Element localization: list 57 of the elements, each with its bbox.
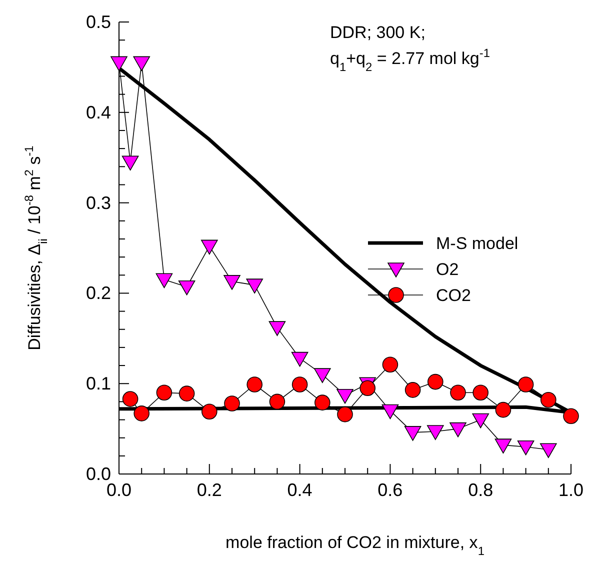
x-tick-label: 0.4 <box>287 480 312 500</box>
point <box>517 440 534 456</box>
point <box>404 382 421 398</box>
point <box>134 406 150 422</box>
x-tick-label: 0.2 <box>196 480 222 500</box>
x-tick-label: 0.8 <box>468 480 494 500</box>
point <box>291 352 308 367</box>
point <box>246 278 263 294</box>
point <box>450 422 466 438</box>
point <box>472 384 488 401</box>
point <box>336 388 354 404</box>
y-tick-label: 0.2 <box>86 283 111 304</box>
x-tick-label: 0.6 <box>378 480 403 500</box>
point <box>156 384 172 401</box>
point <box>495 402 512 418</box>
point <box>472 413 489 428</box>
point <box>314 368 331 383</box>
point <box>178 386 195 402</box>
point <box>246 376 262 392</box>
point <box>382 404 399 420</box>
y-tick-label: 0.5 <box>86 12 111 32</box>
point <box>540 443 557 458</box>
legend-label: O2 <box>436 260 459 279</box>
point <box>201 240 218 255</box>
point <box>540 392 556 408</box>
y-tick-label: 0.1 <box>86 374 111 394</box>
point <box>156 273 173 288</box>
point <box>224 275 240 290</box>
point <box>268 321 286 336</box>
annotation: DDR; 300 K; <box>330 23 426 42</box>
point <box>224 396 240 412</box>
point <box>202 404 218 420</box>
annotation: q$_{1}$+q$_{2}$ = 2.77 mol kg$^{-1}$ <box>330 46 490 74</box>
point <box>360 380 376 396</box>
y-tick-label: 0.3 <box>86 192 111 213</box>
point <box>292 376 308 392</box>
x-tick-label: 1.0 <box>558 480 584 500</box>
point <box>178 280 196 296</box>
point <box>428 374 444 390</box>
legend-label: M-S model <box>436 234 518 253</box>
point <box>314 394 330 410</box>
x-axis-title: mole fraction of CO2 in mixture, x$_{1}$ <box>226 533 485 558</box>
point <box>110 56 128 72</box>
point <box>450 384 466 401</box>
y-tick-label: 0.4 <box>86 102 111 122</box>
point <box>337 406 353 422</box>
point <box>494 438 512 454</box>
point <box>518 376 534 392</box>
point <box>122 391 138 407</box>
point <box>122 156 139 171</box>
point <box>563 408 579 424</box>
legend-label: CO2 <box>436 286 471 305</box>
point <box>382 356 398 373</box>
point <box>427 425 444 440</box>
point <box>404 426 422 441</box>
point <box>269 394 286 410</box>
point <box>133 56 150 72</box>
